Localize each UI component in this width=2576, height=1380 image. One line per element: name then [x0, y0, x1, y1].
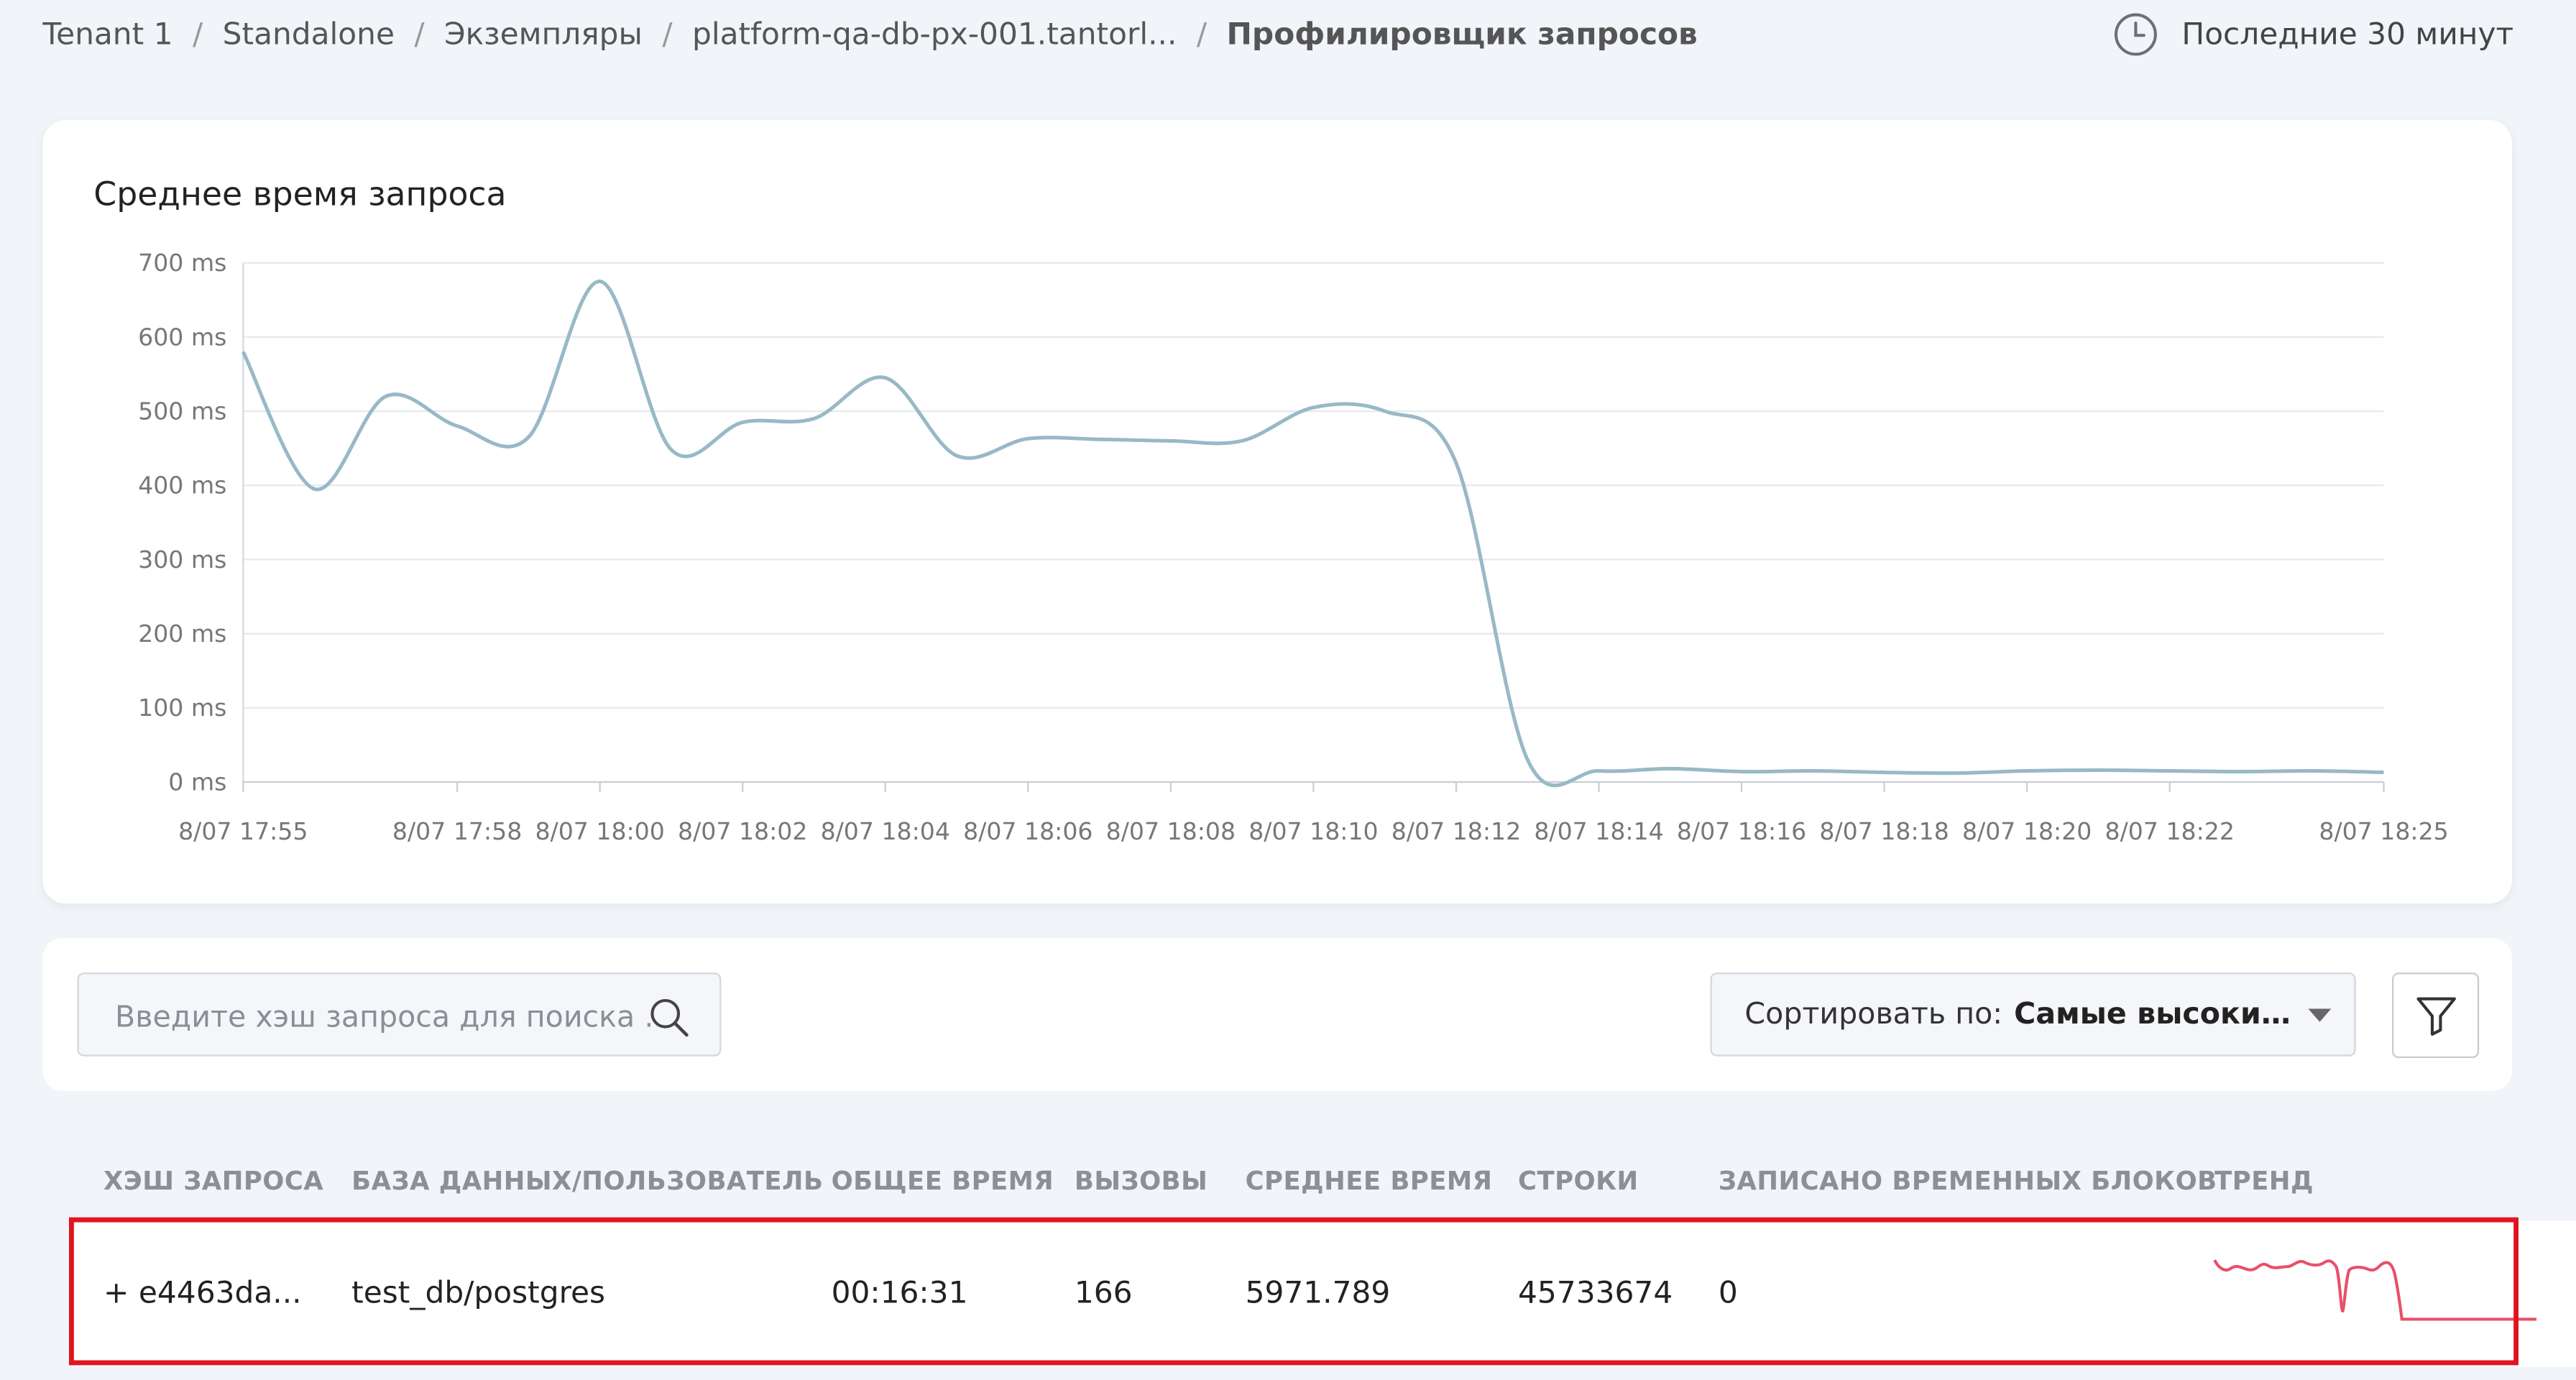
column-header-db-user[interactable]: БАЗА ДАННЫХ/ПОЛЬЗОВАТЕЛЬ [351, 1166, 824, 1197]
x-tick-label: 8/07 18:18 [1819, 817, 1949, 845]
y-tick-label: 200 ms [138, 620, 226, 648]
breadcrumb-separator: / [1196, 17, 1208, 52]
trend-sparkline [2213, 1259, 2537, 1321]
search-icon[interactable] [648, 995, 690, 1038]
y-tick-label: 500 ms [138, 397, 226, 426]
column-header-rows[interactable]: СТРОКИ [1518, 1166, 1639, 1197]
breadcrumb: Tenant 1 / Standalone / Экземпляры / pla… [42, 15, 1697, 55]
y-tick-label: 600 ms [138, 323, 226, 351]
sort-value: Самые высокие ... [2014, 997, 2297, 1032]
x-tick-label: 8/07 17:58 [392, 817, 522, 845]
x-tick-label: 8/07 18:14 [1534, 817, 1663, 845]
filter-button[interactable] [2392, 972, 2480, 1059]
chevron-down-icon [2308, 1008, 2332, 1022]
cell-temp-blocks: 0 [1718, 1276, 1738, 1312]
sort-dropdown[interactable]: Сортировать по: Самые высокие ... [1710, 972, 2356, 1057]
trend-sparkline-line [2213, 1259, 2537, 1321]
query-toolbar: Сортировать по: Самые высокие ... [42, 938, 2512, 1091]
cell-query-hash[interactable]: + e4463da... [104, 1276, 302, 1312]
y-tick-label: 400 ms [138, 472, 226, 500]
breadcrumb-current-page: Профилировщик запросов [1226, 17, 1698, 52]
y-tick-label: 700 ms [138, 249, 226, 277]
table-header: ХЭШ ЗАПРОСА БАЗА ДАННЫХ/ПОЛЬЗОВАТЕЛЬ ОБЩ… [0, 1163, 2576, 1202]
cell-rows: 45733674 [1518, 1276, 1673, 1312]
cell-total-time: 00:16:31 [831, 1276, 968, 1312]
filter-icon [2416, 997, 2455, 1036]
cell-db-user: test_db/postgres [351, 1276, 606, 1312]
column-header-trend: ТРЕНД [2214, 1166, 2314, 1197]
breadcrumb-separator: / [662, 17, 673, 52]
search-input[interactable] [111, 993, 661, 1040]
column-header-hash[interactable]: ХЭШ ЗАПРОСА [104, 1166, 324, 1197]
avg-query-time-chart: 0 ms 100 ms 200 ms 300 ms 400 ms 500 ms 600 ms… [138, 249, 2449, 845]
x-tick-label: 8/07 18:12 [1392, 817, 1521, 845]
search-field[interactable] [77, 972, 722, 1057]
x-tick-label: 8/07 18:02 [678, 817, 807, 845]
x-tick-label: 8/07 18:20 [1962, 817, 2092, 845]
x-tick-label: 8/07 18:22 [2105, 817, 2235, 845]
x-tick-label: 8/07 17:55 [178, 817, 308, 845]
sort-label: Сортировать по: [1744, 997, 2003, 1032]
y-tick-label: 100 ms [138, 694, 226, 722]
breadcrumb-item-instances[interactable]: Экземпляры [444, 17, 643, 52]
cell-calls: 166 [1074, 1276, 1133, 1312]
cell-avg-time: 5971.789 [1245, 1276, 1391, 1312]
breadcrumb-separator: / [414, 17, 425, 52]
time-range-label: Последние 30 минут [2181, 17, 2514, 52]
column-header-calls[interactable]: ВЫЗОВЫ [1074, 1166, 1208, 1197]
series-line-avg-query-time [242, 279, 2384, 788]
breadcrumb-item-standalone[interactable]: Standalone [222, 17, 395, 52]
x-tick-label: 8/07 18:04 [821, 817, 950, 845]
breadcrumb-separator: / [192, 17, 203, 52]
y-tick-label: 300 ms [138, 546, 226, 574]
breadcrumb-item-tenant[interactable]: Tenant 1 [42, 17, 173, 52]
breadcrumb-item-instance-host[interactable]: platform-qa-db-px-001.tantorl... [692, 17, 1177, 52]
x-tick-label: 8/07 18:16 [1677, 817, 1806, 845]
chart-title: Среднее время запроса [93, 174, 507, 214]
x-tick-label: 8/07 18:25 [2319, 817, 2448, 845]
time-range-selector[interactable]: Последние 30 минут [2112, 12, 2513, 58]
x-tick-label: 8/07 18:00 [535, 817, 664, 845]
column-header-total-time[interactable]: ОБЩЕЕ ВРЕМЯ [831, 1166, 1054, 1197]
column-header-temp-blocks[interactable]: ЗАПИСАНО ВРЕМЕННЫХ БЛОКОВ [1718, 1166, 2217, 1197]
clock-icon [2114, 13, 2157, 56]
column-header-avg-time[interactable]: СРЕДНЕЕ ВРЕМЯ [1245, 1166, 1493, 1197]
x-tick-label: 8/07 18:10 [1248, 817, 1378, 845]
avg-query-time-chart-card: Среднее время запроса 0 ms 100 ms 200 ms 30… [42, 119, 2512, 904]
x-tick-label: 8/07 18:08 [1106, 817, 1236, 845]
x-tick-label: 8/07 18:06 [963, 817, 1092, 845]
table-row[interactable]: + e4463da... test_db/postgres 00:16:31 1… [72, 1220, 2576, 1367]
y-tick-label: 0 ms [168, 768, 226, 796]
